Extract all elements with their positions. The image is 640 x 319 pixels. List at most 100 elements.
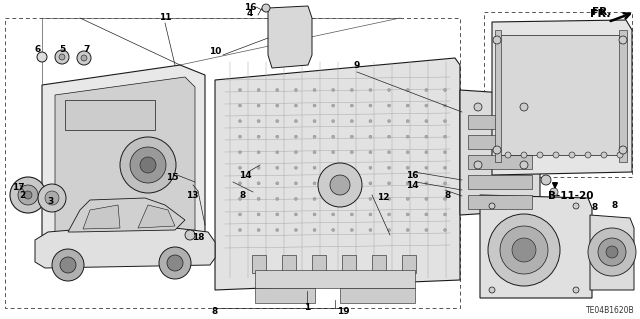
- Text: 4: 4: [247, 10, 253, 19]
- Circle shape: [369, 135, 372, 138]
- Circle shape: [313, 104, 316, 107]
- Bar: [282, 255, 296, 273]
- Circle shape: [332, 135, 335, 138]
- Circle shape: [388, 228, 390, 232]
- Circle shape: [332, 104, 335, 107]
- Text: B-11-20: B-11-20: [548, 191, 594, 201]
- Circle shape: [425, 182, 428, 185]
- Text: TE04B1620B: TE04B1620B: [586, 306, 635, 315]
- Circle shape: [313, 228, 316, 232]
- Circle shape: [257, 182, 260, 185]
- Circle shape: [239, 120, 241, 122]
- Circle shape: [294, 135, 298, 138]
- Circle shape: [257, 104, 260, 107]
- Circle shape: [585, 152, 591, 158]
- Circle shape: [369, 182, 372, 185]
- Circle shape: [617, 152, 623, 158]
- Circle shape: [276, 182, 279, 185]
- Circle shape: [262, 4, 270, 12]
- Circle shape: [505, 152, 511, 158]
- Circle shape: [569, 152, 575, 158]
- Circle shape: [332, 151, 335, 154]
- Circle shape: [406, 166, 409, 169]
- Circle shape: [350, 88, 353, 92]
- Circle shape: [332, 166, 335, 169]
- Circle shape: [294, 228, 298, 232]
- Circle shape: [425, 88, 428, 92]
- Circle shape: [406, 182, 409, 185]
- Circle shape: [276, 166, 279, 169]
- Circle shape: [606, 246, 618, 258]
- Text: FR.: FR.: [592, 7, 612, 17]
- Circle shape: [81, 55, 87, 61]
- Circle shape: [10, 177, 46, 213]
- Text: 7: 7: [84, 46, 90, 55]
- Circle shape: [406, 213, 409, 216]
- Polygon shape: [35, 228, 215, 268]
- Bar: [342, 255, 356, 273]
- Circle shape: [294, 182, 298, 185]
- Text: FR.: FR.: [589, 9, 611, 19]
- Circle shape: [313, 151, 316, 154]
- Circle shape: [425, 228, 428, 232]
- Polygon shape: [492, 20, 632, 175]
- Circle shape: [444, 182, 447, 185]
- Text: 16: 16: [244, 3, 256, 11]
- Circle shape: [239, 104, 241, 107]
- Circle shape: [294, 104, 298, 107]
- Bar: [65, 100, 155, 130]
- Circle shape: [239, 135, 241, 138]
- Circle shape: [425, 135, 428, 138]
- Circle shape: [239, 197, 241, 200]
- Circle shape: [350, 213, 353, 216]
- Text: 8: 8: [240, 191, 246, 201]
- Polygon shape: [138, 205, 175, 228]
- Circle shape: [52, 249, 84, 281]
- Circle shape: [276, 88, 279, 92]
- Text: 8: 8: [445, 191, 451, 201]
- Text: 18: 18: [192, 233, 204, 241]
- Text: 3: 3: [47, 197, 53, 206]
- Circle shape: [425, 151, 428, 154]
- Circle shape: [406, 104, 409, 107]
- Circle shape: [350, 182, 353, 185]
- Text: 16: 16: [406, 170, 419, 180]
- Text: 10: 10: [209, 48, 221, 56]
- Circle shape: [318, 163, 362, 207]
- Bar: [252, 255, 266, 273]
- Circle shape: [573, 203, 579, 209]
- Circle shape: [257, 228, 260, 232]
- Circle shape: [474, 103, 482, 111]
- Circle shape: [276, 197, 279, 200]
- Circle shape: [313, 213, 316, 216]
- Text: 12: 12: [377, 194, 389, 203]
- Polygon shape: [460, 90, 540, 215]
- Circle shape: [406, 88, 409, 92]
- Circle shape: [313, 120, 316, 122]
- Circle shape: [257, 135, 260, 138]
- Circle shape: [350, 228, 353, 232]
- Circle shape: [257, 197, 260, 200]
- Bar: [495, 30, 501, 162]
- Bar: [468, 195, 532, 209]
- Circle shape: [553, 152, 559, 158]
- Circle shape: [369, 151, 372, 154]
- Circle shape: [330, 175, 350, 195]
- Circle shape: [619, 36, 627, 44]
- Polygon shape: [55, 77, 195, 238]
- Bar: [484, 12, 632, 177]
- Circle shape: [444, 88, 447, 92]
- Circle shape: [444, 120, 447, 122]
- Circle shape: [350, 104, 353, 107]
- Circle shape: [388, 166, 390, 169]
- Circle shape: [257, 151, 260, 154]
- Bar: [619, 30, 627, 162]
- Circle shape: [55, 50, 69, 64]
- Bar: [402, 255, 416, 273]
- Circle shape: [601, 152, 607, 158]
- Circle shape: [444, 135, 447, 138]
- Text: 14: 14: [239, 170, 252, 180]
- Circle shape: [425, 166, 428, 169]
- Polygon shape: [480, 195, 592, 298]
- Circle shape: [159, 247, 191, 279]
